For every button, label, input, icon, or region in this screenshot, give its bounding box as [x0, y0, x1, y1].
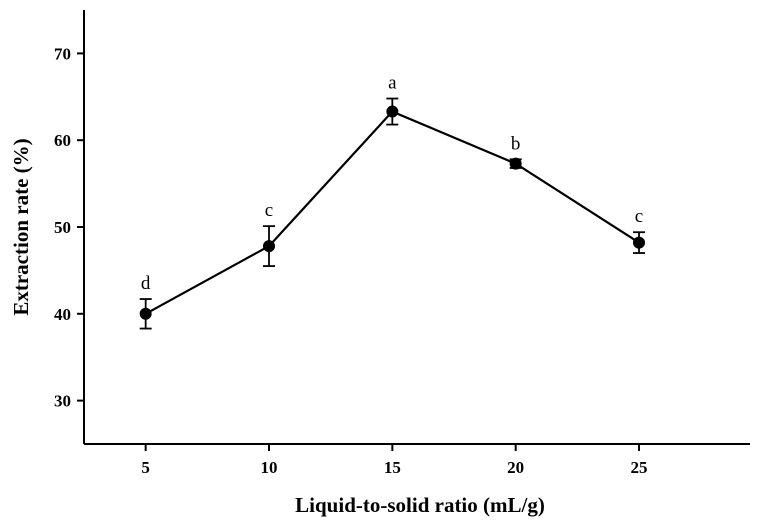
series-layer: d c a b c	[139, 73, 645, 330]
plot-area: 30 40 50 60 70 5 10 15 20 25 d c a b c	[54, 10, 750, 477]
data-point	[139, 307, 152, 320]
x-axis-title: Liquid-to-solid ratio (mL/g)	[295, 493, 545, 517]
data-point	[263, 240, 275, 253]
significance-label: a	[388, 73, 397, 94]
data-point	[509, 157, 522, 170]
y-tick-label: 70	[54, 44, 71, 63]
significance-label: b	[511, 133, 521, 154]
y-axis-title: Extraction rate (%)	[9, 138, 33, 315]
x-ticks: 5 10 15 20 25	[141, 444, 648, 477]
data-point	[386, 105, 399, 118]
significance-label: c	[265, 200, 273, 221]
x-tick-label: 25	[631, 458, 648, 477]
x-tick-label: 10	[261, 458, 278, 477]
data-point	[633, 236, 645, 249]
significance-label: c	[635, 206, 643, 227]
x-tick-label: 20	[507, 458, 524, 477]
y-tick-label: 50	[54, 218, 71, 237]
significance-label: d	[141, 273, 151, 294]
series-line	[145, 110, 640, 315]
x-tick-label: 15	[384, 458, 401, 477]
y-tick-label: 40	[54, 305, 71, 324]
y-ticks: 30 40 50 60 70	[54, 44, 84, 411]
y-tick-label: 60	[54, 131, 71, 150]
y-tick-label: 30	[54, 392, 71, 411]
x-tick-label: 5	[141, 458, 150, 477]
